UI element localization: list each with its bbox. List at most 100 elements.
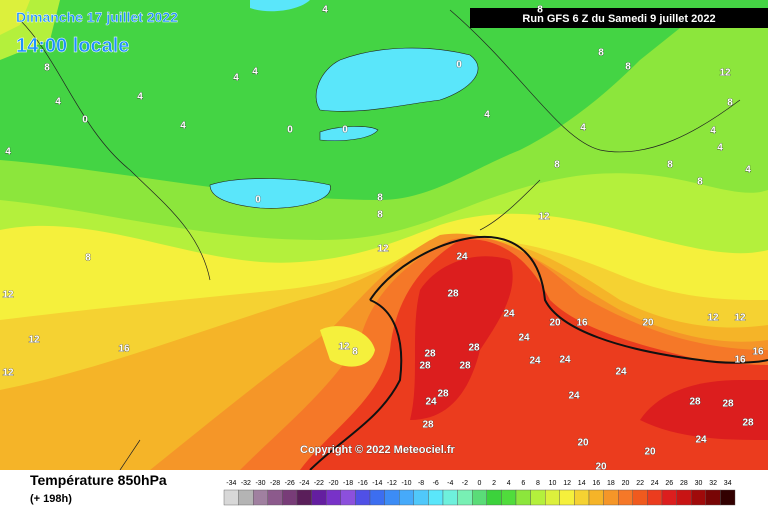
colorbar-swatch xyxy=(457,489,473,506)
colorbar-swatch xyxy=(720,489,736,506)
contour-label: 16 xyxy=(734,355,746,366)
colorbar-swatch xyxy=(413,489,429,506)
field-yellowgreen xyxy=(0,0,30,35)
colorbar-label: 18 xyxy=(607,480,615,487)
colorbar-label: -26 xyxy=(285,480,295,487)
colorbar-label: -4 xyxy=(447,480,453,487)
colorbar-swatch xyxy=(340,489,356,506)
colorbar-swatch xyxy=(515,489,531,506)
date-label: Dimanche 17 juillet 2022 xyxy=(16,9,178,25)
contour-label: 4 xyxy=(710,126,716,137)
colorbar-swatch xyxy=(384,489,400,506)
contour-label: 20 xyxy=(644,447,656,458)
contour-label: 12 xyxy=(707,313,719,324)
colorbar-swatch xyxy=(618,489,634,506)
contour-label: 24 xyxy=(503,309,515,320)
colorbar-label: 14 xyxy=(578,480,586,487)
contour-label: 4 xyxy=(5,147,11,158)
cold-pool xyxy=(319,126,379,141)
contour-label: 8 xyxy=(537,5,543,16)
contour-label: 4 xyxy=(233,73,239,84)
colorbar-swatch xyxy=(223,489,239,506)
colorbar-label: 2 xyxy=(492,480,496,487)
colorbar-swatch xyxy=(574,489,590,506)
field-yellow xyxy=(320,326,375,367)
footer-title: Température 850hPa xyxy=(30,472,167,488)
cold-pool xyxy=(250,0,310,12)
contour-label: 8 xyxy=(667,160,673,171)
contour-label: 4 xyxy=(55,97,61,108)
contour-label: 12 xyxy=(28,335,40,346)
coastline xyxy=(19,9,741,471)
contour-label: 4 xyxy=(484,110,490,121)
colorbar-swatch xyxy=(252,489,268,506)
colorbar-label: 6 xyxy=(521,480,525,487)
colorbar-label: 28 xyxy=(680,480,688,487)
contour-label: 20 xyxy=(577,438,589,449)
copyright: Copyright © 2022 Meteociel.fr xyxy=(300,444,456,456)
colorbar-swatch xyxy=(369,489,385,506)
contour-label: 28 xyxy=(424,349,436,360)
contour-label: 0 xyxy=(287,125,293,136)
contour-label: 24 xyxy=(529,356,541,367)
colorbar-label: 12 xyxy=(563,480,571,487)
colorbar-swatch xyxy=(486,489,502,506)
colorbar-label: -2 xyxy=(462,480,468,487)
contour-label: 4 xyxy=(252,67,258,78)
colorbar-swatch xyxy=(559,489,575,506)
contour-label: 12 xyxy=(2,290,14,301)
contour-label: 12 xyxy=(338,342,350,353)
contour-label: 8 xyxy=(85,253,91,264)
contour-label: 12 xyxy=(538,212,550,223)
footer-lead: (+ 198h) xyxy=(30,493,72,505)
contour-label: 8 xyxy=(44,63,50,74)
colorbar-label: -12 xyxy=(387,480,397,487)
run-box xyxy=(470,8,768,28)
contour-label: 28 xyxy=(447,289,459,300)
colorbar-swatch xyxy=(399,489,415,506)
colorbar-label: 8 xyxy=(536,480,540,487)
isotherm-20 xyxy=(309,236,768,471)
cold-pool xyxy=(315,47,479,112)
colorbar-label: 4 xyxy=(507,480,511,487)
colorbar-label: 34 xyxy=(724,480,732,487)
colorbar-label: -14 xyxy=(372,480,382,487)
colorbar-label: 0 xyxy=(478,480,482,487)
contour-label: 8 xyxy=(352,347,358,358)
colorbar-swatch xyxy=(501,489,517,506)
colorbar-swatch xyxy=(282,489,298,506)
contour-label: 4 xyxy=(180,121,186,132)
colorbar-swatch xyxy=(705,489,721,506)
contour-label: 12 xyxy=(2,368,14,379)
contour-label: 24 xyxy=(559,355,571,366)
time-label: 14:00 locale xyxy=(16,35,129,57)
colorbar-swatch xyxy=(472,489,488,506)
contour-label: 8 xyxy=(377,193,383,204)
colorbar-label: -22 xyxy=(314,480,324,487)
contour-label: 0 xyxy=(456,60,462,71)
colorbar-swatch xyxy=(267,489,283,506)
colorbar: -34 -32 -30 -28 -26 -24 -22 -20 -18 -16 -14 -12 -10-… xyxy=(223,480,736,506)
colorbar-swatch xyxy=(691,489,707,506)
colorbar-label: -10 xyxy=(401,480,411,487)
contour-label: 24 xyxy=(568,391,580,402)
contour-label: 28 xyxy=(689,397,701,408)
contour-label: 8 xyxy=(727,98,733,109)
contour-label: 12 xyxy=(734,313,746,324)
contour-label: 0 xyxy=(342,125,348,136)
contour-label: 8 xyxy=(697,177,703,188)
colorbar-label: 24 xyxy=(651,480,659,487)
colorbar-label: -16 xyxy=(358,480,368,487)
colorbar-swatch xyxy=(311,489,327,506)
colorbar-label: -32 xyxy=(241,480,251,487)
colorbar-swatch xyxy=(676,489,692,506)
contour-label: 8 xyxy=(554,160,560,171)
contour-label: 4 xyxy=(580,123,586,134)
colorbar-label: 32 xyxy=(709,480,717,487)
colorbar-label: -24 xyxy=(299,480,309,487)
colorbar-label: 26 xyxy=(665,480,673,487)
contour-label: 4 xyxy=(322,5,328,16)
